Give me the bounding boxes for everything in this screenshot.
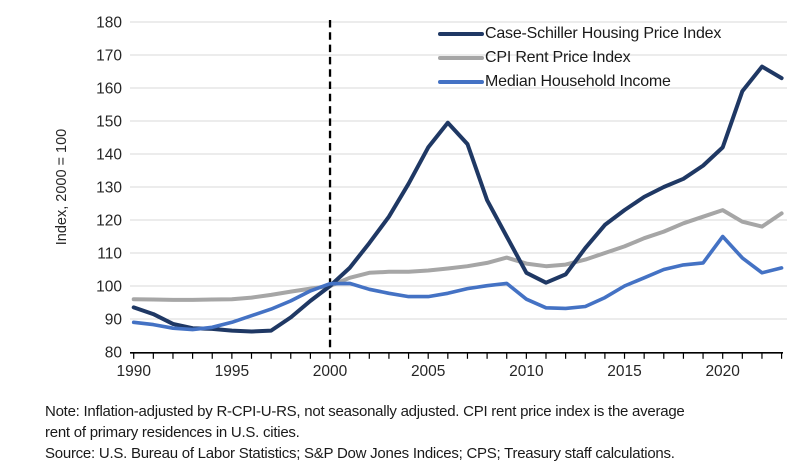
x-tick-label-2015: 2015 <box>607 363 641 380</box>
x-tick-label-2020: 2020 <box>705 363 740 380</box>
series-line-cpi-rent-price-index <box>131 208 784 302</box>
legend-swatch-icon <box>438 32 484 36</box>
series-line-case-schiller-housing-price-index <box>131 64 784 334</box>
y-tick-label-80: 80 <box>105 345 123 362</box>
y-tick-label-100: 100 <box>96 279 122 296</box>
x-tick-label-2005: 2005 <box>411 363 445 380</box>
y-tick-label-150: 150 <box>96 114 122 131</box>
y-tick-label-180: 180 <box>96 15 122 32</box>
x-tick-label-1995: 1995 <box>215 363 249 380</box>
y-tick-label-140: 140 <box>96 147 122 164</box>
legend-item-median-household-income: Median Household Income <box>438 70 721 94</box>
y-tick-label-130: 130 <box>96 180 122 197</box>
legend-swatch-icon <box>438 56 484 60</box>
legend-swatch-icon <box>438 80 484 84</box>
x-tick-label-2010: 2010 <box>509 363 544 380</box>
note-text-line1: Note: Inflation-adjusted by R-CPI-U-RS, … <box>45 403 685 420</box>
line-chart-canvas: 80 90 100 110 120 130 140 150 160 170 180 1990 1995 2… <box>96 15 787 380</box>
y-tick-label-170: 170 <box>96 48 122 65</box>
legend-label: Median Household Income <box>485 73 671 90</box>
legend-label: CPI Rent Price Index <box>485 49 631 66</box>
y-axis-title: Index, 2000 = 100 <box>54 128 70 246</box>
y-tick-label-110: 110 <box>97 246 122 263</box>
y-tick-label-90: 90 <box>105 312 123 329</box>
x-tick-label-2000: 2000 <box>313 363 348 380</box>
source-text: Source: U.S. Bureau of Labor Statistics;… <box>45 445 675 462</box>
chart-notes: Note: Inflation-adjusted by R-CPI-U-RS, … <box>45 401 790 464</box>
series-line-median-household-income <box>131 234 784 332</box>
legend-label: Case-Schiller Housing Price Index <box>485 25 722 42</box>
note-text-line2: rent of primary residences in U.S. citie… <box>45 424 300 441</box>
legend-item-case-schiller-housing-price-index: Case-Schiller Housing Price Index <box>438 22 721 46</box>
y-tick-label-160: 160 <box>96 81 122 98</box>
legend-item-cpi-rent-price-index: CPI Rent Price Index <box>438 46 721 70</box>
x-tick-label-1990: 1990 <box>116 363 151 380</box>
y-tick-label-120: 120 <box>96 213 122 230</box>
chart-legend: Case-Schiller Housing Price Index CPI Ren… <box>438 22 721 94</box>
